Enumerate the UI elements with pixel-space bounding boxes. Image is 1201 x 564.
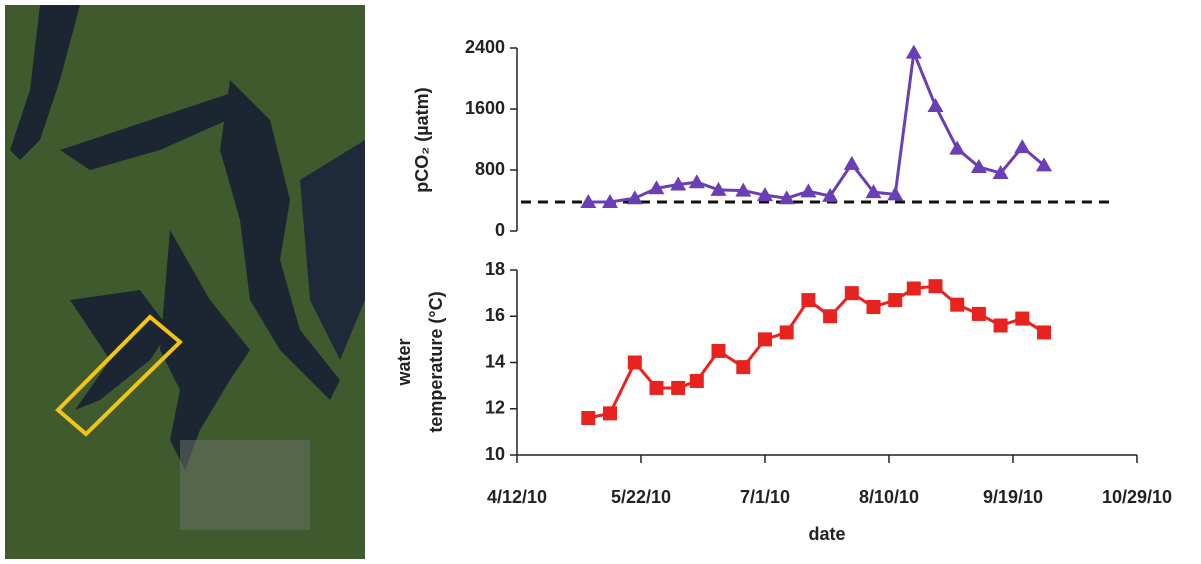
water — [10, 5, 80, 160]
triangle-marker — [992, 165, 1009, 180]
x-tick-label: 8/10/10 — [859, 487, 919, 507]
square-marker — [971, 306, 986, 321]
y-axis-title: water — [394, 338, 414, 386]
y-tick-label: 2400 — [465, 37, 505, 57]
square-marker — [603, 406, 617, 421]
water — [60, 90, 250, 170]
triangle-marker — [800, 183, 817, 198]
y-tick-label: 800 — [475, 159, 505, 179]
triangle-marker — [648, 180, 665, 195]
square-marker — [581, 411, 596, 425]
square-marker — [649, 380, 664, 395]
square-marker — [950, 297, 965, 312]
triangle-marker — [602, 194, 618, 209]
x-tick-label: 4/12/10 — [487, 487, 547, 507]
triangle-marker — [735, 182, 752, 197]
triangle-marker — [905, 44, 922, 59]
square-marker — [801, 293, 816, 308]
triangle-marker — [626, 190, 643, 205]
water — [300, 140, 365, 360]
square-marker — [1015, 311, 1030, 326]
series-line — [588, 46, 1045, 204]
square-marker — [689, 374, 704, 388]
y-tick-label: 16 — [485, 305, 505, 325]
triangle-marker — [843, 155, 860, 170]
triangle-marker — [887, 186, 904, 201]
y-tick-label: 18 — [485, 259, 505, 279]
town — [180, 440, 310, 530]
square-marker — [928, 279, 943, 294]
square-marker — [888, 293, 903, 308]
y-axis-title: temperature (°C) — [426, 291, 446, 432]
y-tick-label: 14 — [485, 351, 505, 371]
square-marker — [779, 325, 794, 340]
triangle-marker — [822, 187, 839, 202]
square-marker — [906, 281, 921, 296]
triangle-marker — [949, 140, 966, 155]
y-tick-label: 10 — [485, 444, 505, 464]
x-tick-label: 10/29/10 — [1102, 487, 1172, 507]
x-tick-label: 5/22/10 — [611, 487, 671, 507]
square-marker — [1037, 325, 1051, 340]
square-marker — [671, 380, 686, 395]
x-axis-title: date — [808, 524, 845, 544]
triangle-marker — [688, 174, 705, 189]
triangle-marker — [778, 190, 795, 205]
triangle-marker — [1036, 157, 1052, 172]
square-marker — [627, 355, 642, 370]
triangle-marker — [970, 158, 987, 173]
square-marker — [844, 286, 859, 301]
y-tick-label: 0 — [495, 220, 505, 240]
y-tick-label: 12 — [485, 398, 505, 418]
triangle-marker — [927, 97, 944, 112]
triangle-marker — [757, 187, 773, 202]
y-tick-label: 1600 — [465, 98, 505, 118]
square-marker — [823, 309, 838, 324]
water — [160, 230, 250, 470]
y-axis-title: pCO₂ (µatm) — [412, 87, 432, 192]
square-marker — [758, 332, 772, 347]
triangle-marker — [580, 194, 597, 209]
study-area-box — [55, 314, 183, 437]
triangle-marker — [670, 176, 687, 191]
square-marker — [711, 343, 726, 358]
triangle-marker — [865, 184, 882, 199]
x-tick-label: 7/1/10 — [740, 487, 790, 507]
square-marker — [866, 300, 881, 314]
triangle-marker — [710, 181, 727, 196]
square-marker — [736, 360, 751, 375]
triangle-marker — [1014, 139, 1031, 154]
series-line — [587, 284, 1045, 420]
x-tick-label: 9/19/10 — [983, 487, 1043, 507]
water — [220, 80, 340, 400]
square-marker — [993, 318, 1008, 333]
satellite-image — [5, 5, 365, 559]
